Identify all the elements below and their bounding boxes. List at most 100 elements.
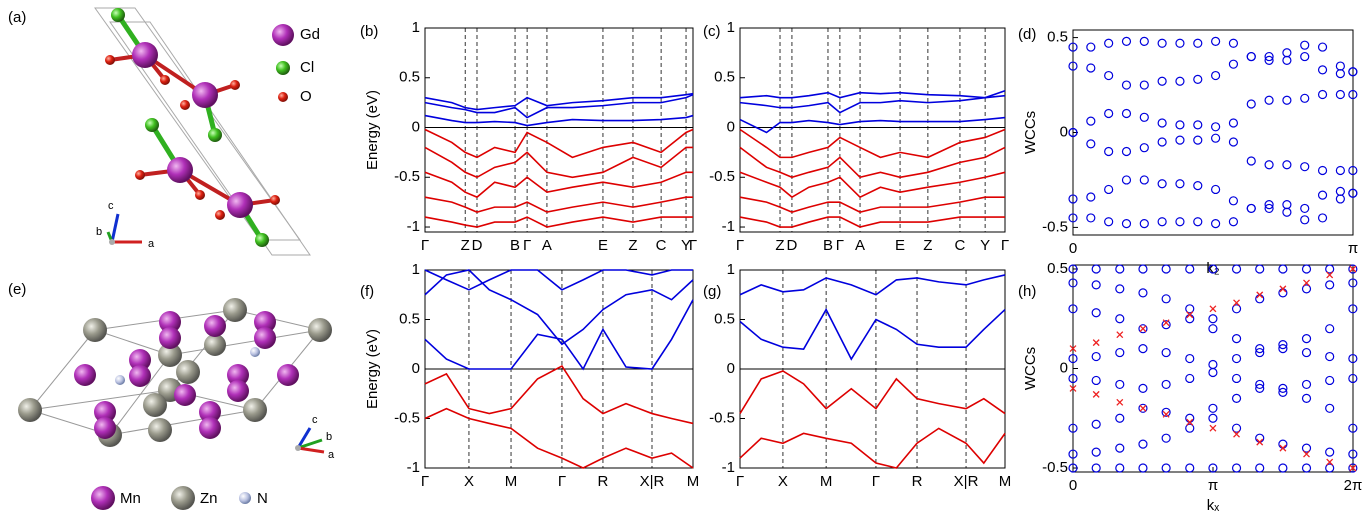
circle-marker	[1185, 463, 1195, 473]
axis-letter: c	[312, 414, 318, 426]
cross-marker	[1256, 438, 1264, 446]
circle-marker	[1348, 188, 1358, 198]
y-tick-label: -1	[722, 459, 735, 476]
circle-marker	[1157, 179, 1167, 189]
circle-marker	[1264, 51, 1274, 62]
circle-marker	[1255, 347, 1265, 358]
panel-label: (b)	[360, 23, 378, 40]
circle-marker	[1255, 343, 1265, 354]
band-line	[739, 196, 1005, 213]
x-tick-label: M	[505, 473, 518, 490]
unit-cell	[94, 7, 301, 241]
circle-marker	[1335, 194, 1345, 204]
cross-marker	[1233, 430, 1241, 438]
circle-marker	[1086, 42, 1096, 52]
circle-marker	[1115, 347, 1125, 358]
x-tick-label: C	[656, 237, 667, 254]
band-line	[739, 216, 1005, 228]
circle-marker	[1264, 160, 1274, 170]
circle-marker	[1301, 463, 1312, 473]
x-tick-label: R	[912, 473, 923, 490]
circle-marker	[1185, 314, 1195, 324]
circle-marker	[1161, 407, 1171, 417]
panel-label: (h)	[1018, 283, 1036, 300]
axis-letter: b	[96, 226, 102, 238]
circle-marker	[1301, 347, 1312, 358]
x-tick-label: Z	[461, 237, 470, 254]
circle-marker	[1255, 379, 1265, 390]
circle-marker	[1193, 120, 1203, 130]
y-tick-label: -0.5	[709, 409, 735, 426]
cross-marker	[1349, 464, 1357, 472]
circle-marker	[1335, 89, 1345, 100]
y-tick-label: 0.5	[1047, 260, 1068, 277]
circle-marker	[1193, 181, 1203, 191]
circle-marker	[1208, 324, 1218, 334]
circle-marker	[1139, 175, 1149, 185]
y-axis-label: Energy (eV)	[364, 90, 381, 170]
circle-marker	[1185, 373, 1195, 384]
circle-marker	[1138, 463, 1148, 473]
y-tick-label: -1	[722, 218, 735, 235]
y-axis-label: WCCs	[1022, 111, 1039, 154]
circle-marker	[1228, 38, 1239, 48]
axis-letter: a	[328, 449, 335, 461]
x-tick-label: Y	[681, 237, 691, 254]
cross-marker	[1069, 345, 1077, 353]
circle-marker	[1325, 280, 1335, 290]
circle-marker	[1161, 463, 1171, 473]
y-tick-label: -0.5	[709, 168, 735, 185]
panel-label: (c)	[703, 23, 721, 40]
circle-marker	[1068, 449, 1078, 459]
bonds	[109, 53, 276, 207]
x-tick-label: X	[464, 473, 474, 490]
panel-label: (g)	[703, 283, 721, 300]
circle-marker	[1115, 314, 1125, 324]
circle-marker	[1278, 383, 1288, 394]
circle-marker	[1278, 439, 1288, 449]
circle-marker	[1175, 217, 1185, 227]
circle-marker	[1104, 146, 1114, 157]
circle-marker	[1282, 48, 1292, 58]
circle-marker	[1301, 334, 1312, 344]
x-axis-label: kₓ	[1207, 497, 1220, 514]
x-tick-label: Γ	[523, 237, 531, 254]
circle-marker	[1348, 353, 1358, 364]
band-line	[739, 307, 1006, 361]
band-line	[739, 171, 1006, 199]
circle-marker	[1193, 135, 1203, 145]
circle-marker	[1300, 93, 1310, 103]
circle-marker	[1104, 108, 1114, 119]
x-tick-label: A	[855, 237, 865, 254]
plot-frame	[1072, 29, 1354, 236]
circle-marker	[1138, 343, 1148, 354]
circle-marker	[1301, 379, 1312, 390]
circle-marker	[1068, 304, 1078, 314]
circle-marker	[1264, 203, 1274, 214]
legend-label: N	[257, 490, 268, 507]
atoms	[18, 298, 332, 510]
circle-marker	[1282, 160, 1292, 170]
legend-label: Cl	[300, 59, 314, 76]
circle-marker	[1300, 40, 1310, 50]
circle-marker	[1157, 76, 1167, 86]
circle-marker	[1282, 200, 1292, 210]
y-tick-label: 0	[727, 360, 735, 377]
circle-marker	[1211, 219, 1221, 229]
circle-marker	[1211, 36, 1221, 46]
axis-letter: b	[326, 431, 332, 443]
circle-marker	[1325, 403, 1335, 413]
y-tick-label: 0.5	[399, 69, 420, 86]
circle-marker	[1301, 284, 1312, 294]
circle-marker	[1348, 67, 1358, 77]
circle-marker	[1175, 76, 1185, 86]
circle-marker	[1068, 61, 1078, 71]
circle-marker	[1185, 353, 1195, 364]
cross-marker	[1303, 450, 1310, 458]
y-tick-label: -1	[407, 218, 420, 235]
circle-marker	[1208, 264, 1218, 274]
band-line	[424, 364, 694, 425]
circle-marker	[1104, 70, 1114, 81]
circle-marker	[1282, 55, 1292, 65]
